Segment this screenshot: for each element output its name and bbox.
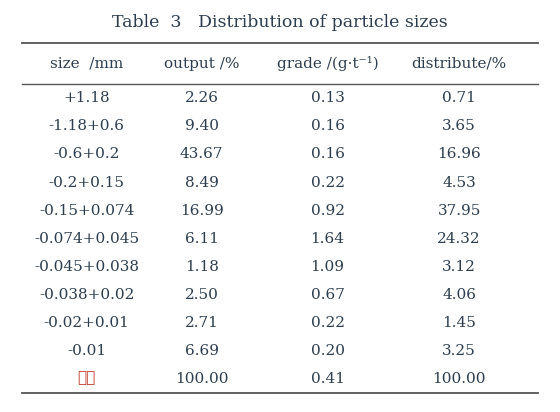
Text: 8.49: 8.49 bbox=[185, 176, 218, 190]
Text: -1.18+0.6: -1.18+0.6 bbox=[49, 119, 125, 133]
Text: 3.25: 3.25 bbox=[442, 344, 476, 358]
Text: -0.01: -0.01 bbox=[67, 344, 106, 358]
Text: grade /(g·t⁻¹): grade /(g·t⁻¹) bbox=[277, 56, 379, 71]
Text: 1.09: 1.09 bbox=[311, 260, 344, 274]
Text: 0.71: 0.71 bbox=[442, 91, 476, 105]
Text: 9.40: 9.40 bbox=[185, 119, 218, 133]
Text: +1.18: +1.18 bbox=[63, 91, 110, 105]
Text: 1.64: 1.64 bbox=[311, 232, 344, 246]
Text: output /%: output /% bbox=[164, 57, 239, 71]
Text: 24.32: 24.32 bbox=[437, 232, 481, 246]
Text: 4.06: 4.06 bbox=[442, 288, 476, 302]
Text: 0.41: 0.41 bbox=[311, 372, 344, 386]
Text: 0.16: 0.16 bbox=[311, 119, 344, 133]
Text: 16.96: 16.96 bbox=[437, 147, 481, 162]
Text: -0.6+0.2: -0.6+0.2 bbox=[54, 147, 120, 162]
Text: 2.50: 2.50 bbox=[185, 288, 218, 302]
Text: 100.00: 100.00 bbox=[175, 372, 228, 386]
Text: 6.69: 6.69 bbox=[185, 344, 218, 358]
Text: distribute/%: distribute/% bbox=[412, 57, 507, 71]
Text: 0.92: 0.92 bbox=[311, 204, 344, 218]
Text: -0.038+0.02: -0.038+0.02 bbox=[39, 288, 134, 302]
Text: 43.67: 43.67 bbox=[180, 147, 223, 162]
Text: 0.13: 0.13 bbox=[311, 91, 344, 105]
Text: -0.02+0.01: -0.02+0.01 bbox=[44, 316, 130, 330]
Text: Table  3   Distribution of particle sizes: Table 3 Distribution of particle sizes bbox=[112, 14, 448, 31]
Text: -0.074+0.045: -0.074+0.045 bbox=[34, 232, 139, 246]
Text: 0.67: 0.67 bbox=[311, 288, 344, 302]
Text: -0.15+0.074: -0.15+0.074 bbox=[39, 204, 134, 218]
Text: 2.71: 2.71 bbox=[185, 316, 218, 330]
Text: size  /mm: size /mm bbox=[50, 57, 123, 71]
Text: 16.99: 16.99 bbox=[180, 204, 223, 218]
Text: 3.65: 3.65 bbox=[442, 119, 476, 133]
Text: 6.11: 6.11 bbox=[185, 232, 218, 246]
Text: -0.2+0.15: -0.2+0.15 bbox=[49, 176, 125, 190]
Text: 1.45: 1.45 bbox=[442, 316, 476, 330]
Text: 3.12: 3.12 bbox=[442, 260, 476, 274]
Text: 0.22: 0.22 bbox=[311, 316, 344, 330]
Text: 100.00: 100.00 bbox=[432, 372, 486, 386]
Text: -0.045+0.038: -0.045+0.038 bbox=[34, 260, 139, 274]
Text: 1.18: 1.18 bbox=[185, 260, 218, 274]
Text: 0.16: 0.16 bbox=[311, 147, 344, 162]
Text: 0.20: 0.20 bbox=[311, 344, 344, 358]
Text: 37.95: 37.95 bbox=[437, 204, 481, 218]
Text: 2.26: 2.26 bbox=[185, 91, 218, 105]
Text: 合计: 合计 bbox=[78, 372, 96, 386]
Text: 0.22: 0.22 bbox=[311, 176, 344, 190]
Text: 4.53: 4.53 bbox=[442, 176, 476, 190]
